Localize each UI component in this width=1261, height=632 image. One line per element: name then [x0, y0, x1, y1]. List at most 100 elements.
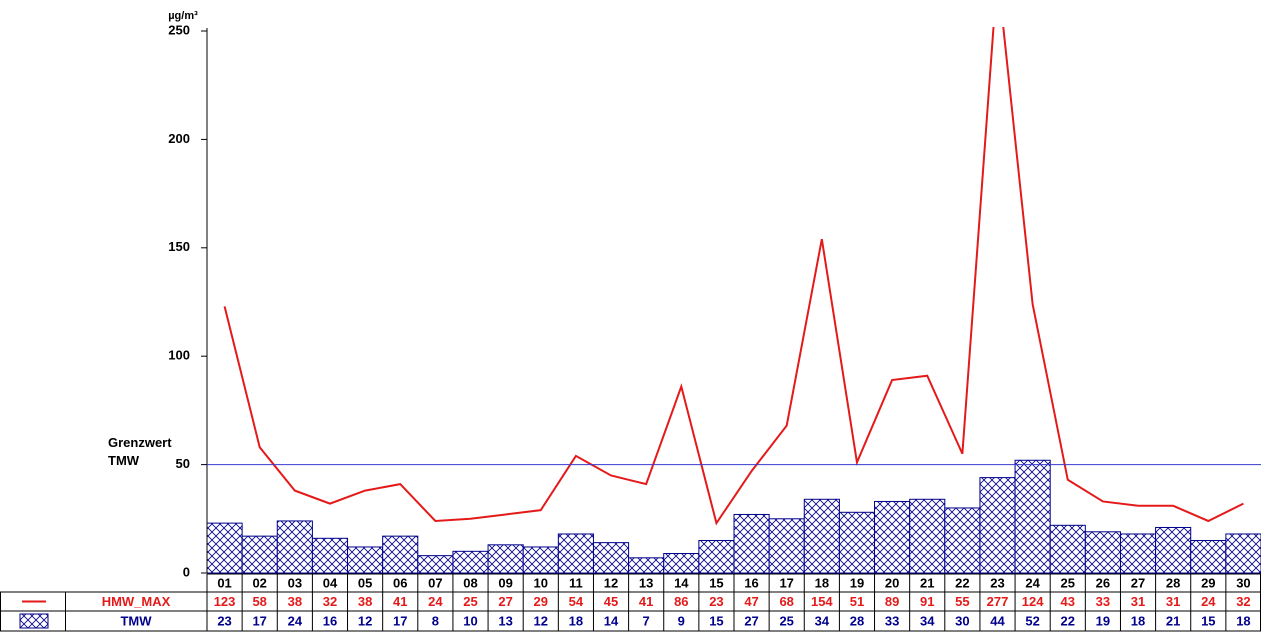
line — [223, 27, 1244, 526]
bar — [733, 513, 770, 574]
bar — [241, 535, 278, 574]
bar — [1155, 526, 1192, 574]
bar — [382, 535, 419, 574]
bar — [698, 539, 735, 574]
x-tick-label: 27 — [1131, 575, 1145, 590]
x-tick-label: 16 — [744, 575, 758, 590]
value-label: 32 — [323, 594, 337, 609]
value-label: 89 — [885, 594, 899, 609]
value-label: 41 — [639, 594, 653, 609]
value-label: 25 — [779, 613, 793, 628]
value-label: 24 — [428, 594, 443, 609]
value-label: 25 — [463, 594, 477, 609]
value-label: 22 — [1061, 613, 1075, 628]
value-label: 24 — [288, 613, 303, 628]
value-label: 13 — [498, 613, 512, 628]
value-label: 51 — [850, 594, 864, 609]
value-label: 33 — [885, 613, 899, 628]
value-label: 18 — [1236, 613, 1250, 628]
value-label: 31 — [1131, 594, 1145, 609]
x-tick-label: 23 — [990, 575, 1004, 590]
x-tick-label: 24 — [1025, 575, 1040, 590]
value-label: 43 — [1061, 594, 1075, 609]
y-unit: µg/m³ — [168, 10, 198, 22]
value-label: 8 — [432, 613, 439, 628]
value-label: 15 — [709, 613, 723, 628]
value-label: 52 — [1025, 613, 1039, 628]
value-label: 27 — [744, 613, 758, 628]
value-label: 16 — [323, 613, 337, 628]
bar — [276, 520, 313, 574]
bar — [1014, 459, 1051, 574]
x-tick-label: 20 — [885, 575, 899, 590]
x-tick-label: 25 — [1061, 575, 1075, 590]
x-tick-label: 30 — [1236, 575, 1250, 590]
value-label: 12 — [358, 613, 372, 628]
bar — [979, 477, 1016, 574]
value-label: 34 — [815, 613, 830, 628]
bar — [1190, 539, 1227, 574]
value-label: 38 — [358, 594, 372, 609]
value-label: 12 — [534, 613, 548, 628]
y-tick-label: 50 — [176, 456, 190, 471]
x-tick-label: 10 — [534, 575, 548, 590]
value-label: 41 — [393, 594, 407, 609]
x-tick-label: 21 — [920, 575, 934, 590]
x-tick-label: 04 — [323, 575, 338, 590]
bar — [768, 518, 805, 574]
x-tick-label: 15 — [709, 575, 723, 590]
value-label: 7 — [643, 613, 650, 628]
legend-symbol — [19, 613, 49, 629]
x-tick-label: 14 — [674, 575, 689, 590]
value-label: 45 — [604, 594, 618, 609]
value-label: 123 — [214, 594, 236, 609]
value-label: 124 — [1022, 594, 1044, 609]
value-label: 68 — [779, 594, 793, 609]
value-label: 23 — [709, 594, 723, 609]
x-tick-label: 11 — [569, 575, 583, 590]
value-label: 17 — [393, 613, 407, 628]
bar — [522, 546, 559, 574]
bar — [592, 542, 630, 574]
value-label: 28 — [850, 613, 864, 628]
value-label: 34 — [920, 613, 935, 628]
bar — [663, 552, 700, 574]
x-tick-label: 01 — [217, 575, 231, 590]
bar — [1225, 533, 1261, 574]
bar — [909, 498, 946, 574]
y-tick-label: 100 — [168, 348, 190, 363]
value-label: 29 — [534, 594, 548, 609]
value-label: 58 — [252, 594, 266, 609]
bar — [838, 511, 876, 574]
bar — [452, 550, 489, 574]
x-tick-label: 12 — [604, 575, 618, 590]
value-label: 55 — [955, 594, 969, 609]
x-tick-label: 06 — [393, 575, 407, 590]
value-label: 27 — [498, 594, 512, 609]
x-tick-label: 09 — [498, 575, 512, 590]
value-label: 44 — [990, 613, 1005, 628]
value-label: 31 — [1166, 594, 1180, 609]
value-label: 10 — [463, 613, 477, 628]
value-label: 24 — [1201, 594, 1216, 609]
bar — [944, 507, 981, 574]
bar — [874, 500, 911, 574]
x-tick-label: 19 — [850, 575, 864, 590]
value-label: 21 — [1166, 613, 1180, 628]
y-tick-label: 250 — [168, 22, 190, 37]
value-label: 154 — [811, 594, 833, 609]
x-tick-label: 18 — [815, 575, 829, 590]
bar — [628, 557, 665, 574]
value-label: 47 — [744, 594, 758, 609]
bar — [557, 533, 594, 574]
x-tick-label: 03 — [288, 575, 302, 590]
legend-label: HMW_MAX — [102, 594, 171, 609]
bar — [311, 537, 349, 574]
x-tick-label: 02 — [252, 575, 266, 590]
bar — [487, 544, 524, 574]
value-label: 86 — [674, 594, 688, 609]
value-label: 33 — [1096, 594, 1110, 609]
value-label: 15 — [1201, 613, 1215, 628]
plot-area — [207, 27, 1261, 574]
